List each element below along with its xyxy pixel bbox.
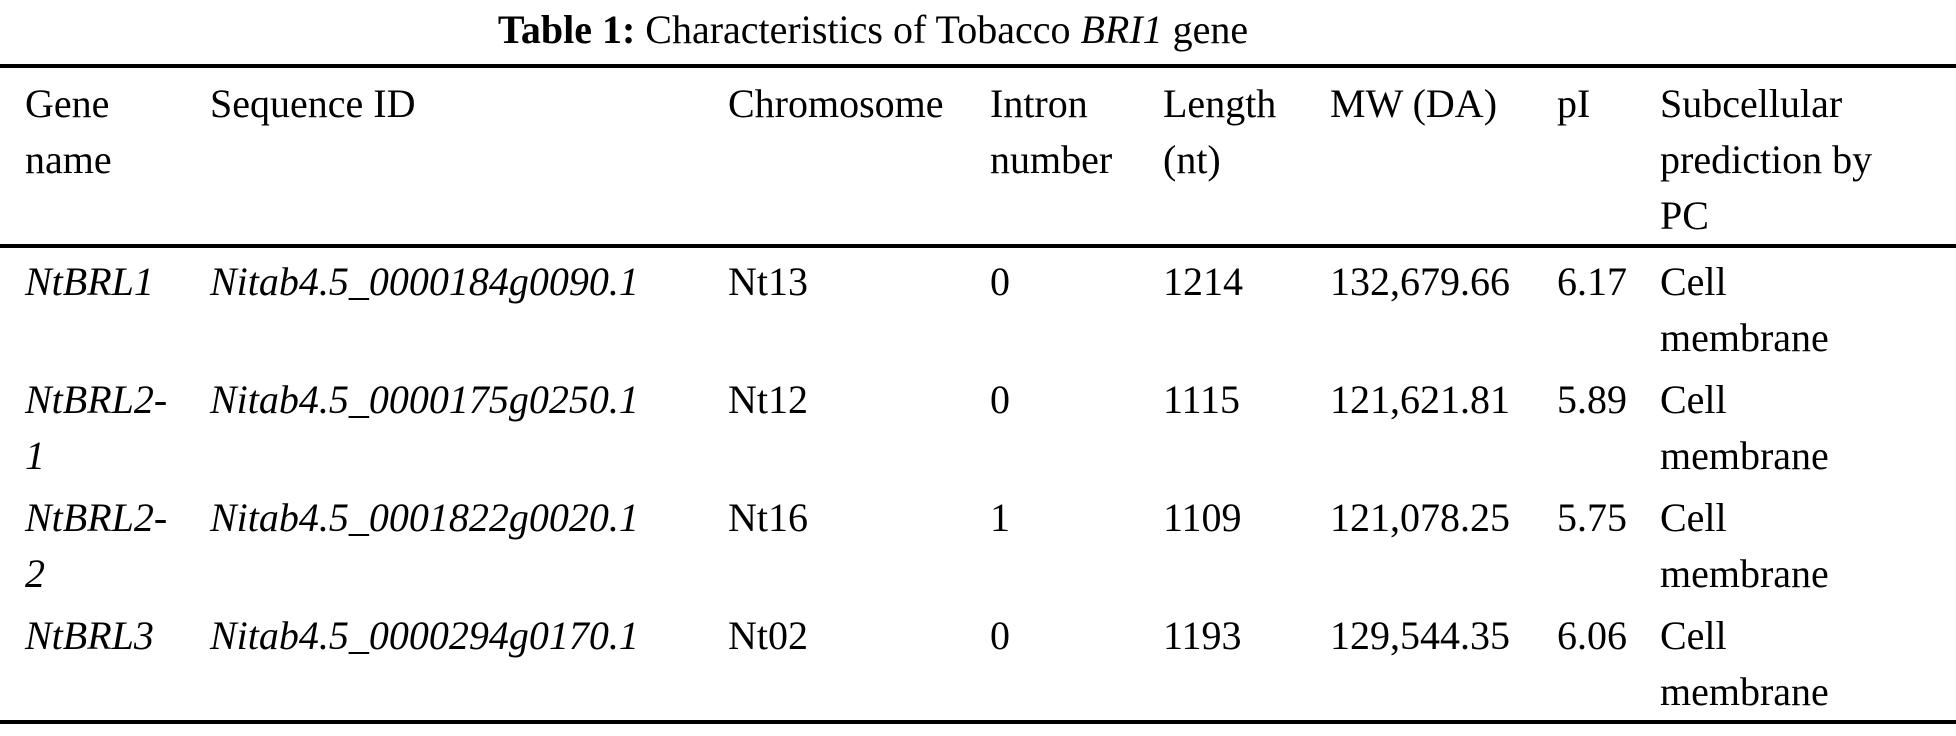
cell-pi: 5.75: [1557, 495, 1627, 540]
cell-intron-number: 0: [990, 259, 1010, 304]
cell-gene-name: NtBRL2-1: [25, 377, 168, 478]
cell-chromosome: Nt02: [728, 613, 808, 658]
table-caption-text-before: Characteristics of Tobacco: [645, 7, 1071, 52]
cell-gene-name: NtBRL2-2: [25, 495, 168, 596]
cell-chromosome: Nt13: [728, 259, 808, 304]
table-caption-gene-name: BRI1: [1080, 7, 1163, 52]
table-caption: Table 1: Characteristics of Tobacco BRI1…: [0, 0, 1746, 64]
table-row: NtBRL1 Nitab4.5_0000184g0090.1 Nt13 0 12…: [0, 246, 1956, 366]
cell-length-nt: 1115: [1163, 377, 1241, 422]
cell-mw-da: 121,078.25: [1330, 495, 1510, 540]
cell-subcellular: Cell membrane: [1660, 613, 1829, 714]
cell-mw-da: 129,544.35: [1330, 613, 1510, 658]
cell-pi: 6.17: [1557, 259, 1627, 304]
cell-sequence-id: Nitab4.5_0000294g0170.1: [210, 613, 639, 658]
cell-mw-da: 132,679.66: [1330, 259, 1510, 304]
cell-length-nt: 1109: [1163, 495, 1242, 540]
cell-intron-number: 0: [990, 377, 1010, 422]
cell-chromosome: Nt16: [728, 495, 808, 540]
cell-intron-number: 0: [990, 613, 1010, 658]
cell-sequence-id: Nitab4.5_0000184g0090.1: [210, 259, 639, 304]
cell-pi: 5.89: [1557, 377, 1627, 422]
cell-pi: 6.06: [1557, 613, 1627, 658]
cell-subcellular: Cell membrane: [1660, 377, 1829, 478]
cell-length-nt: 1214: [1163, 259, 1243, 304]
table-row: NtBRL2-2 Nitab4.5_0001822g0020.1 Nt16 1 …: [0, 484, 1956, 602]
col-header-pi: pI: [1557, 81, 1591, 126]
col-header-sequence-id: Sequence ID: [210, 81, 416, 126]
cell-sequence-id: Nitab4.5_0001822g0020.1: [210, 495, 639, 540]
header-row: Gene name Sequence ID Chromosome Intron …: [0, 66, 1956, 246]
col-header-chromosome: Chromosome: [728, 81, 944, 126]
table-row: NtBRL3 Nitab4.5_0000294g0170.1 Nt02 0 11…: [0, 602, 1956, 722]
col-header-intron-number: Intron number: [990, 81, 1113, 182]
cell-sequence-id: Nitab4.5_0000175g0250.1: [210, 377, 639, 422]
cell-length-nt: 1193: [1163, 613, 1242, 658]
col-header-gene-name: Gene name: [25, 81, 112, 182]
col-header-mw-da: MW (DA): [1330, 81, 1498, 126]
table-row: NtBRL2-1 Nitab4.5_0000175g0250.1 Nt12 0 …: [0, 366, 1956, 484]
gene-characteristics-table: Gene name Sequence ID Chromosome Intron …: [0, 64, 1956, 724]
col-header-length-nt: Length (nt): [1163, 81, 1277, 182]
cell-gene-name: NtBRL1: [25, 259, 154, 304]
cell-gene-name: NtBRL3: [25, 613, 154, 658]
cell-intron-number: 1: [990, 495, 1010, 540]
table-caption-number: Table 1:: [497, 7, 636, 52]
cell-chromosome: Nt12: [728, 377, 808, 422]
cell-mw-da: 121,621.81: [1330, 377, 1510, 422]
cell-subcellular: Cell membrane: [1660, 259, 1829, 360]
table-caption-text-after: gene: [1172, 7, 1249, 52]
col-header-subcellular: Subcellular prediction by PC: [1660, 81, 1873, 238]
cell-subcellular: Cell membrane: [1660, 495, 1829, 596]
